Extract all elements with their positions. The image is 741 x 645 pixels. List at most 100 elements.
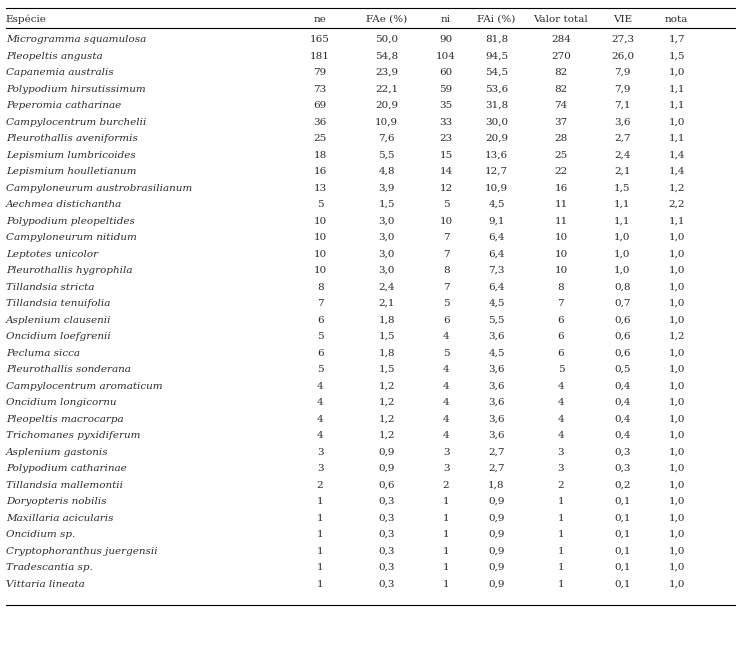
Text: 1,0: 1,0 — [668, 283, 685, 292]
Text: 5: 5 — [558, 365, 564, 374]
Text: 4: 4 — [443, 332, 449, 341]
Text: 4: 4 — [317, 398, 323, 407]
Text: 25: 25 — [313, 134, 327, 143]
Text: 13,6: 13,6 — [485, 150, 508, 159]
Text: ni: ni — [441, 15, 451, 24]
Text: 1,4: 1,4 — [668, 167, 685, 176]
Text: 10,9: 10,9 — [485, 184, 508, 192]
Text: 1,5: 1,5 — [668, 52, 685, 61]
Text: 2,1: 2,1 — [379, 299, 395, 308]
Text: Asplenium clausenii: Asplenium clausenii — [6, 315, 111, 324]
Text: FAe (%): FAe (%) — [366, 15, 408, 24]
Text: 5: 5 — [443, 200, 449, 209]
Text: 3,6: 3,6 — [488, 398, 505, 407]
Text: 94,5: 94,5 — [485, 52, 508, 61]
Text: 4: 4 — [317, 415, 323, 424]
Text: 1: 1 — [317, 563, 323, 572]
Text: 1: 1 — [558, 513, 564, 522]
Text: Peperomia catharinae: Peperomia catharinae — [6, 101, 122, 110]
Text: 28: 28 — [554, 134, 568, 143]
Text: 1,0: 1,0 — [614, 233, 631, 242]
Text: 1,1: 1,1 — [668, 101, 685, 110]
Text: 1: 1 — [317, 546, 323, 555]
Text: 2: 2 — [443, 481, 449, 490]
Text: 0,9: 0,9 — [379, 448, 395, 457]
Text: Tradescantia sp.: Tradescantia sp. — [6, 563, 93, 572]
Text: 1,0: 1,0 — [668, 117, 685, 126]
Text: 4: 4 — [317, 431, 323, 440]
Text: 10: 10 — [554, 233, 568, 242]
Text: Leptotes unicolor: Leptotes unicolor — [6, 250, 98, 259]
Text: VIE: VIE — [613, 15, 632, 24]
Text: 2,4: 2,4 — [379, 283, 395, 292]
Text: Pleurothallis aveniformis: Pleurothallis aveniformis — [6, 134, 138, 143]
Text: 1,2: 1,2 — [379, 415, 395, 424]
Text: Valor total: Valor total — [534, 15, 588, 24]
Text: 0,9: 0,9 — [488, 579, 505, 588]
Text: Lepismium lumbricoides: Lepismium lumbricoides — [6, 150, 136, 159]
Text: 3: 3 — [443, 464, 449, 473]
Text: Polypodium catharinae: Polypodium catharinae — [6, 464, 127, 473]
Text: 1,0: 1,0 — [668, 546, 685, 555]
Text: Oncidium sp.: Oncidium sp. — [6, 530, 75, 539]
Text: 6: 6 — [558, 315, 564, 324]
Text: 0,3: 0,3 — [379, 513, 395, 522]
Text: 2: 2 — [558, 481, 564, 490]
Text: 7: 7 — [443, 250, 449, 259]
Text: 1: 1 — [443, 530, 449, 539]
Text: 0,1: 0,1 — [614, 546, 631, 555]
Text: 1,0: 1,0 — [668, 266, 685, 275]
Text: 7,1: 7,1 — [614, 101, 631, 110]
Text: 10: 10 — [439, 217, 453, 226]
Text: 36: 36 — [313, 117, 327, 126]
Text: 7: 7 — [443, 283, 449, 292]
Text: 1: 1 — [317, 497, 323, 506]
Text: 20,9: 20,9 — [375, 101, 399, 110]
Text: 5,5: 5,5 — [488, 315, 505, 324]
Text: 6,4: 6,4 — [488, 250, 505, 259]
Text: 3,6: 3,6 — [614, 117, 631, 126]
Text: 6: 6 — [317, 315, 323, 324]
Text: 1: 1 — [317, 579, 323, 588]
Text: 69: 69 — [313, 101, 327, 110]
Text: 3,0: 3,0 — [379, 250, 395, 259]
Text: 10: 10 — [313, 250, 327, 259]
Text: 0,9: 0,9 — [488, 497, 505, 506]
Text: 1: 1 — [443, 546, 449, 555]
Text: 1: 1 — [558, 579, 564, 588]
Text: 33: 33 — [439, 117, 453, 126]
Text: 1,8: 1,8 — [379, 348, 395, 357]
Text: 0,9: 0,9 — [488, 563, 505, 572]
Text: 4: 4 — [558, 431, 564, 440]
Text: 1,8: 1,8 — [379, 315, 395, 324]
Text: 0,9: 0,9 — [379, 464, 395, 473]
Text: 7,3: 7,3 — [488, 266, 505, 275]
Text: 11: 11 — [554, 200, 568, 209]
Text: 1: 1 — [443, 497, 449, 506]
Text: 4,5: 4,5 — [488, 348, 505, 357]
Text: 0,6: 0,6 — [614, 332, 631, 341]
Text: 1,0: 1,0 — [614, 266, 631, 275]
Text: 0,3: 0,3 — [379, 579, 395, 588]
Text: 0,8: 0,8 — [614, 283, 631, 292]
Text: 1,5: 1,5 — [379, 332, 395, 341]
Text: 5: 5 — [443, 348, 449, 357]
Text: 22,1: 22,1 — [375, 84, 399, 94]
Text: 1: 1 — [443, 563, 449, 572]
Text: Pleopeltis macrocarpa: Pleopeltis macrocarpa — [6, 415, 124, 424]
Text: 1,0: 1,0 — [668, 315, 685, 324]
Text: Pleurothallis hygrophila: Pleurothallis hygrophila — [6, 266, 133, 275]
Text: 5,5: 5,5 — [379, 150, 395, 159]
Text: 1: 1 — [317, 513, 323, 522]
Text: 54,5: 54,5 — [485, 68, 508, 77]
Text: ne: ne — [313, 15, 327, 24]
Text: 9,1: 9,1 — [488, 217, 505, 226]
Text: 1,1: 1,1 — [614, 200, 631, 209]
Text: 35: 35 — [439, 101, 453, 110]
Text: 1,5: 1,5 — [379, 365, 395, 374]
Text: 1,2: 1,2 — [668, 184, 685, 192]
Text: 22: 22 — [554, 167, 568, 176]
Text: 4: 4 — [443, 415, 449, 424]
Text: 4,5: 4,5 — [488, 299, 505, 308]
Text: Espécie: Espécie — [6, 14, 47, 24]
